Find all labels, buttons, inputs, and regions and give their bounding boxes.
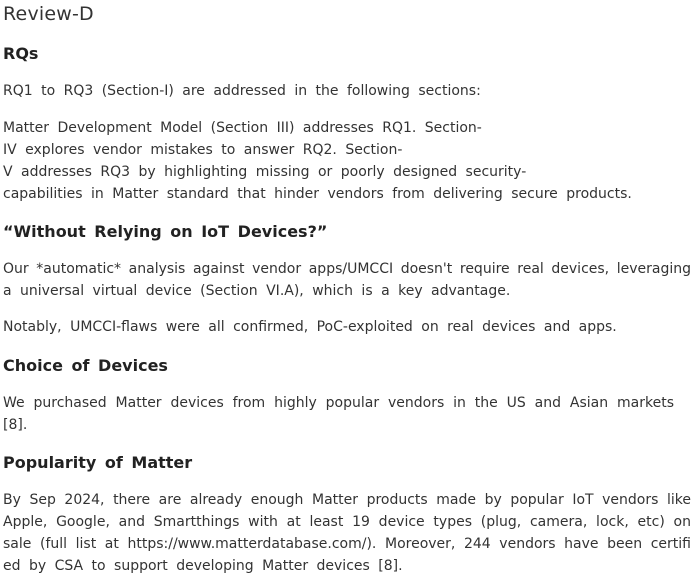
heading-without-iot-devices: “Without Relying on IoT Devices?” xyxy=(3,222,328,241)
text-line: IV explores vendor mistakes to answer RQ… xyxy=(3,142,403,158)
text-line: V addresses RQ3 by highlighting missing … xyxy=(3,164,527,180)
text-line: Our *automatic* analysis against vendor … xyxy=(3,261,691,277)
text-line: By Sep 2024, there are already enough Ma… xyxy=(3,492,691,508)
paragraph-automatic-analysis: Our *automatic* analysis against vendor … xyxy=(3,258,691,302)
paragraph-rqs-detail: Matter Development Model (Section III) a… xyxy=(3,117,691,205)
heading-popularity-of-matter: Popularity of Matter xyxy=(3,453,193,472)
paragraph-umcci-confirmed: Notably, UMCCI-flaws were all confirmed,… xyxy=(3,316,691,338)
text-line: We purchased Matter devices from highly … xyxy=(3,395,674,411)
text-line: Notably, UMCCI-flaws were all confirmed,… xyxy=(3,319,617,335)
text-line: Matter Development Model (Section III) a… xyxy=(3,120,482,136)
text-line: ed by CSA to support developing Matter d… xyxy=(3,558,403,574)
text-line: sale (full list at https://www.matterdat… xyxy=(3,536,691,552)
page-title: Review-D xyxy=(3,3,94,25)
text-line: Apple, Google, and Smartthings with at l… xyxy=(3,514,691,530)
text-line: a universal virtual device (Section VI.A… xyxy=(3,283,511,299)
text-line: capabilities in Matter standard that hin… xyxy=(3,186,632,202)
heading-rqs: RQs xyxy=(3,44,39,63)
paragraph-choice-of-devices: We purchased Matter devices from highly … xyxy=(3,392,691,436)
text-line: [8]. xyxy=(3,417,28,433)
paragraph-popularity: By Sep 2024, there are already enough Ma… xyxy=(3,489,691,577)
paragraph-rqs-intro: RQ1 to RQ3 (Section-I) are addressed in … xyxy=(3,80,691,102)
text-line: RQ1 to RQ3 (Section-I) are addressed in … xyxy=(3,83,481,99)
heading-choice-of-devices: Choice of Devices xyxy=(3,356,168,375)
